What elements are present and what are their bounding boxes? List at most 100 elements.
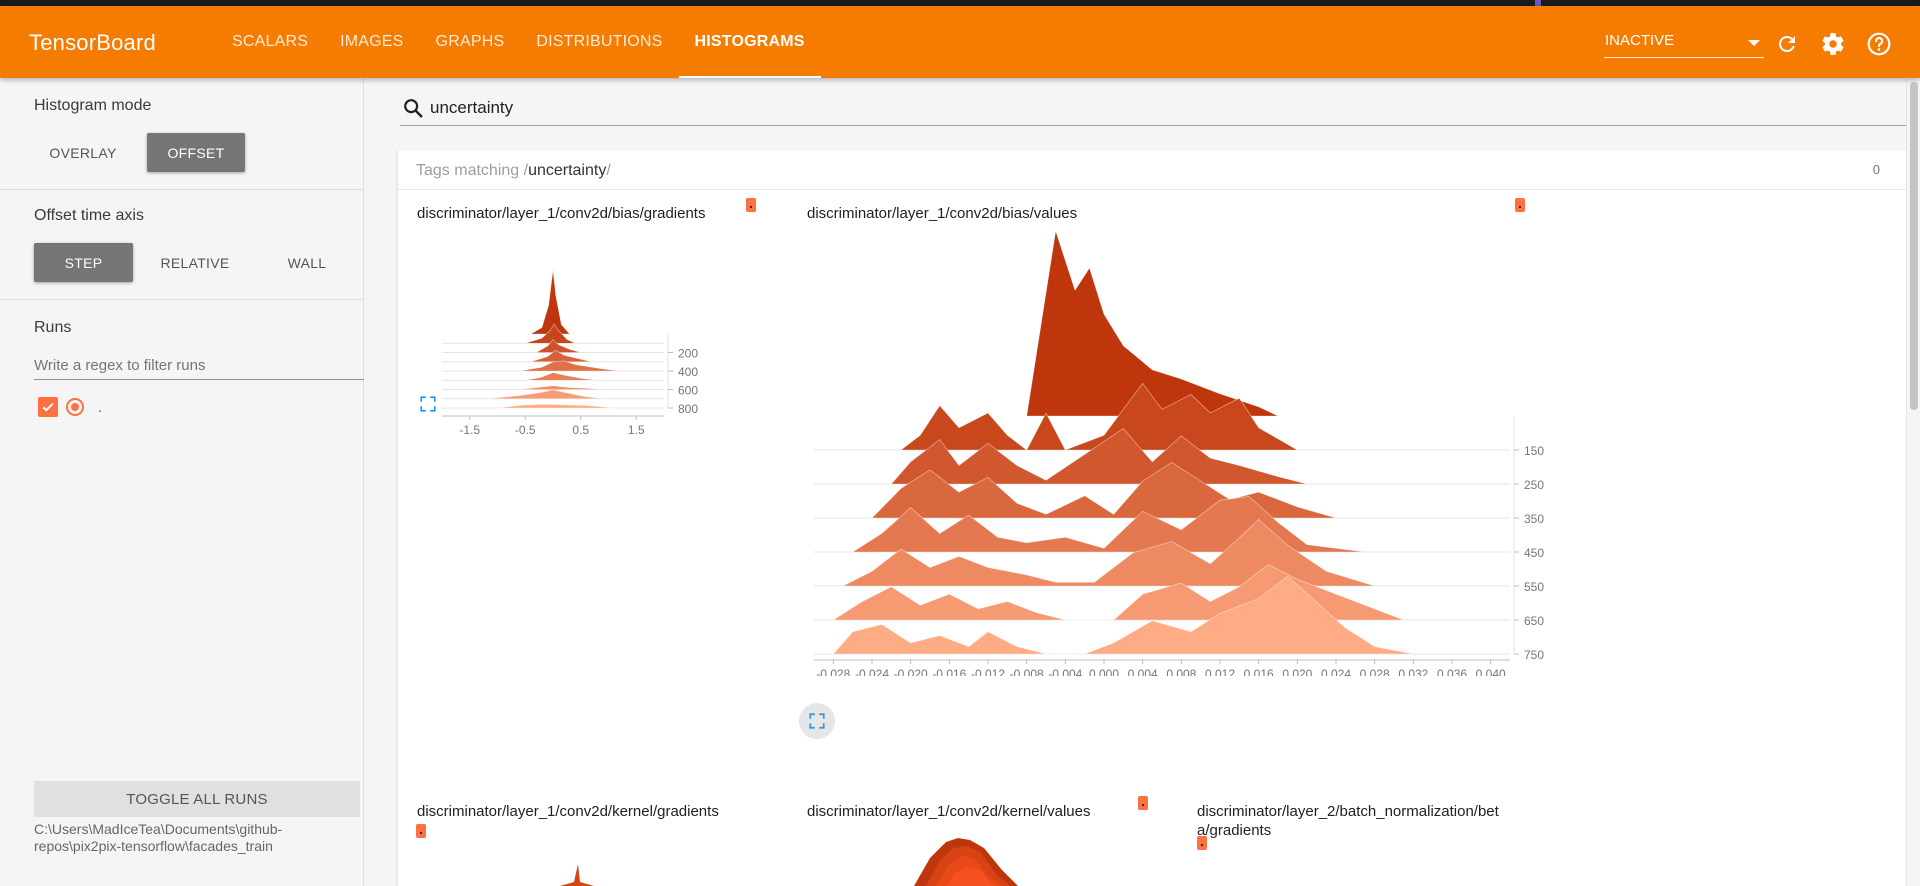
fullscreen-icon bbox=[809, 713, 825, 729]
step-tick-label: 450 bbox=[1524, 546, 1544, 560]
vertical-scrollbar[interactable] bbox=[1906, 78, 1920, 886]
step-tick-label: 550 bbox=[1524, 580, 1544, 594]
relative-axis-button[interactable]: RELATIVE bbox=[160, 254, 230, 271]
histogram-series-step-450 bbox=[851, 496, 1366, 553]
run-radio[interactable] bbox=[66, 398, 84, 416]
histogram-series-step-100 bbox=[525, 323, 576, 344]
histogram-series-step-800 bbox=[497, 403, 615, 409]
run-checkbox[interactable] bbox=[38, 397, 58, 417]
card-title: discriminator/layer_1/conv2d/bias/gradie… bbox=[417, 205, 706, 222]
fullscreen-icon bbox=[420, 396, 436, 412]
histogram-series-step-150 bbox=[900, 382, 1299, 451]
toggle-all-runs-button[interactable]: TOGGLE ALL RUNS bbox=[34, 781, 360, 817]
x-tick-label: 0.008 bbox=[1166, 667, 1196, 676]
dropdown-selected-value: INACTIVE bbox=[1605, 32, 1675, 49]
expand-chart-button[interactable] bbox=[418, 394, 438, 414]
tab-distributions[interactable]: DISTRIBUTIONS bbox=[536, 33, 663, 50]
tab-images[interactable]: IMAGES bbox=[340, 33, 404, 50]
x-tick-label: -0.024 bbox=[855, 667, 889, 676]
main-content: Tags matching /uncertainty/ 0 discrimina… bbox=[364, 78, 1906, 886]
runs-title: Runs bbox=[34, 319, 72, 336]
x-tick-label: 0.036 bbox=[1437, 667, 1467, 676]
x-tick-label: -0.016 bbox=[932, 667, 966, 676]
tags-matching-suffix: / bbox=[606, 162, 611, 179]
run-color-indicator bbox=[1138, 796, 1148, 810]
histogram-mode-title: Histogram mode bbox=[34, 97, 152, 114]
histogram-series-step-750 bbox=[832, 575, 1414, 655]
run-color-indicator bbox=[746, 198, 756, 212]
x-tick-label: -0.5 bbox=[515, 423, 536, 437]
help-button[interactable] bbox=[1864, 29, 1894, 59]
tag-search-bar bbox=[400, 92, 1906, 126]
x-tick-label: 0.032 bbox=[1398, 667, 1428, 676]
x-tick-label: -0.004 bbox=[1048, 667, 1082, 676]
card-title-line: a/gradients bbox=[1197, 822, 1272, 839]
runs-filter-input[interactable] bbox=[34, 352, 364, 380]
step-tick-label: 750 bbox=[1524, 648, 1544, 662]
histogram-series-step-300 bbox=[530, 349, 592, 363]
log-directory-path: C:\Users\MadIceTea\Documents\github-repo… bbox=[34, 821, 283, 854]
checkmark-icon bbox=[42, 403, 54, 412]
offset-mode-button[interactable]: OFFSET bbox=[147, 133, 245, 172]
histogram-chart-bias-gradients: -1.5 -0.5 0.5 1.5 200 400 600 800 bbox=[442, 269, 698, 437]
settings-button[interactable] bbox=[1818, 29, 1848, 59]
app-title: TensorBoard bbox=[29, 30, 156, 55]
wall-axis-button[interactable]: WALL bbox=[287, 254, 327, 271]
inactive-dashboards-dropdown[interactable]: INACTIVE bbox=[1604, 30, 1764, 58]
x-tick-label: 1.5 bbox=[628, 423, 645, 437]
histogram-series-step-500 bbox=[525, 372, 598, 381]
refresh-button[interactable] bbox=[1772, 29, 1802, 59]
step-axis-button[interactable]: STEP bbox=[34, 243, 133, 282]
x-tick-label: 0.5 bbox=[572, 423, 589, 437]
run-color-indicator bbox=[1197, 836, 1207, 850]
histogram-peek-kernel-values bbox=[914, 838, 1018, 886]
histogram-series-step-600 bbox=[519, 385, 603, 390]
tab-graphs[interactable]: GRAPHS bbox=[435, 33, 505, 50]
scrollbar-thumb[interactable] bbox=[1910, 82, 1918, 410]
tag-group-pane: Tags matching /uncertainty/ 0 discrimina… bbox=[398, 150, 1906, 886]
histogram-series-step-0 bbox=[529, 269, 571, 335]
tags-matching-query: uncertainty bbox=[528, 162, 607, 179]
search-icon bbox=[404, 99, 423, 118]
x-tick-label: 0.040 bbox=[1476, 667, 1506, 676]
step-tick-label: 650 bbox=[1524, 614, 1544, 628]
settings-icon bbox=[1822, 33, 1844, 55]
offset-time-axis-title: Offset time axis bbox=[34, 207, 144, 224]
histogram-peek-kernel-gradients bbox=[560, 864, 594, 886]
x-tick-label: 0.020 bbox=[1282, 667, 1312, 676]
step-tick-label: 350 bbox=[1524, 512, 1544, 526]
x-tick-label: -0.028 bbox=[816, 667, 850, 676]
step-tick-label: 800 bbox=[678, 402, 698, 416]
card-title: discriminator/layer_1/conv2d/kernel/valu… bbox=[807, 803, 1091, 820]
x-tick-label: 0.028 bbox=[1360, 667, 1390, 676]
tab-scalars[interactable]: SCALARS bbox=[232, 33, 309, 50]
x-tick-label: -1.5 bbox=[459, 423, 480, 437]
window-top-strip bbox=[0, 0, 1920, 6]
x-tick-label: 0.024 bbox=[1321, 667, 1351, 676]
histogram-series-step-700 bbox=[486, 389, 603, 400]
step-tick-label: 150 bbox=[1524, 444, 1544, 458]
tags-matching-prefix: Tags matching / bbox=[416, 162, 529, 179]
tag-group-header[interactable]: Tags matching /uncertainty/ 0 bbox=[398, 150, 1906, 190]
x-tick-label: -0.008 bbox=[1010, 667, 1044, 676]
x-tick-label: -0.012 bbox=[971, 667, 1005, 676]
run-color-indicator bbox=[1515, 198, 1525, 212]
card-title: discriminator/layer_1/conv2d/bias/values bbox=[807, 205, 1078, 222]
step-tick-label: 250 bbox=[1524, 478, 1544, 492]
overlay-mode-button[interactable]: OVERLAY bbox=[49, 144, 117, 161]
histogram-series-step-200 bbox=[535, 339, 581, 353]
x-tick-label: 0.004 bbox=[1128, 667, 1158, 676]
histogram-chart-bias-values: -0.028 -0.024 -0.020 -0.016 -0.012 -0.008 -0.0… bbox=[814, 230, 1544, 676]
tag-count: 0 bbox=[1872, 162, 1880, 177]
expand-chart-button[interactable] bbox=[799, 703, 835, 739]
sidebar: Histogram mode OVERLAY OFFSET Offset tim… bbox=[0, 78, 364, 886]
x-tick-label: 0.016 bbox=[1244, 667, 1274, 676]
run-name: . bbox=[98, 399, 102, 415]
tag-search-input[interactable] bbox=[430, 94, 1830, 122]
tab-histograms[interactable]: HISTOGRAMS bbox=[678, 6, 821, 78]
sidebar-divider bbox=[0, 299, 364, 300]
top-toolbar: TensorBoard SCALARS IMAGES GRAPHS DISTRI… bbox=[0, 6, 1920, 78]
histogram-series-step-250 bbox=[890, 428, 1308, 485]
x-tick-label: -0.020 bbox=[894, 667, 928, 676]
step-tick-label: 600 bbox=[678, 384, 698, 398]
